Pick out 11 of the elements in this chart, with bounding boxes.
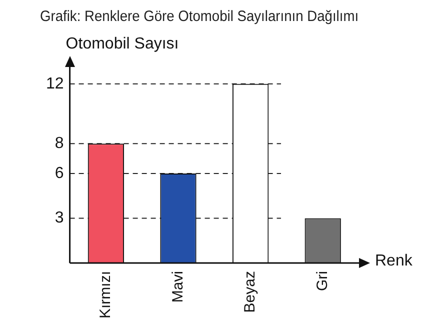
y-axis-title: Otomobil Sayısı — [66, 35, 179, 52]
x-tick-label: Kırmızı — [97, 271, 114, 318]
y-tick-label: 8 — [54, 135, 64, 152]
x-tick-label: Gri — [314, 271, 331, 291]
chart-title: Grafik: Renklere Göre Otomobil Sayılarının Dağılımı — [40, 8, 359, 26]
x-axis-title: Renk — [375, 252, 414, 270]
x-tick-label: Mavi — [169, 271, 186, 303]
y-tick-label: 12 — [46, 75, 64, 92]
y-tick-label: 6 — [54, 164, 64, 182]
x-tick-label: Beyaz — [242, 271, 259, 313]
y-tick-label: 3 — [54, 210, 64, 227]
